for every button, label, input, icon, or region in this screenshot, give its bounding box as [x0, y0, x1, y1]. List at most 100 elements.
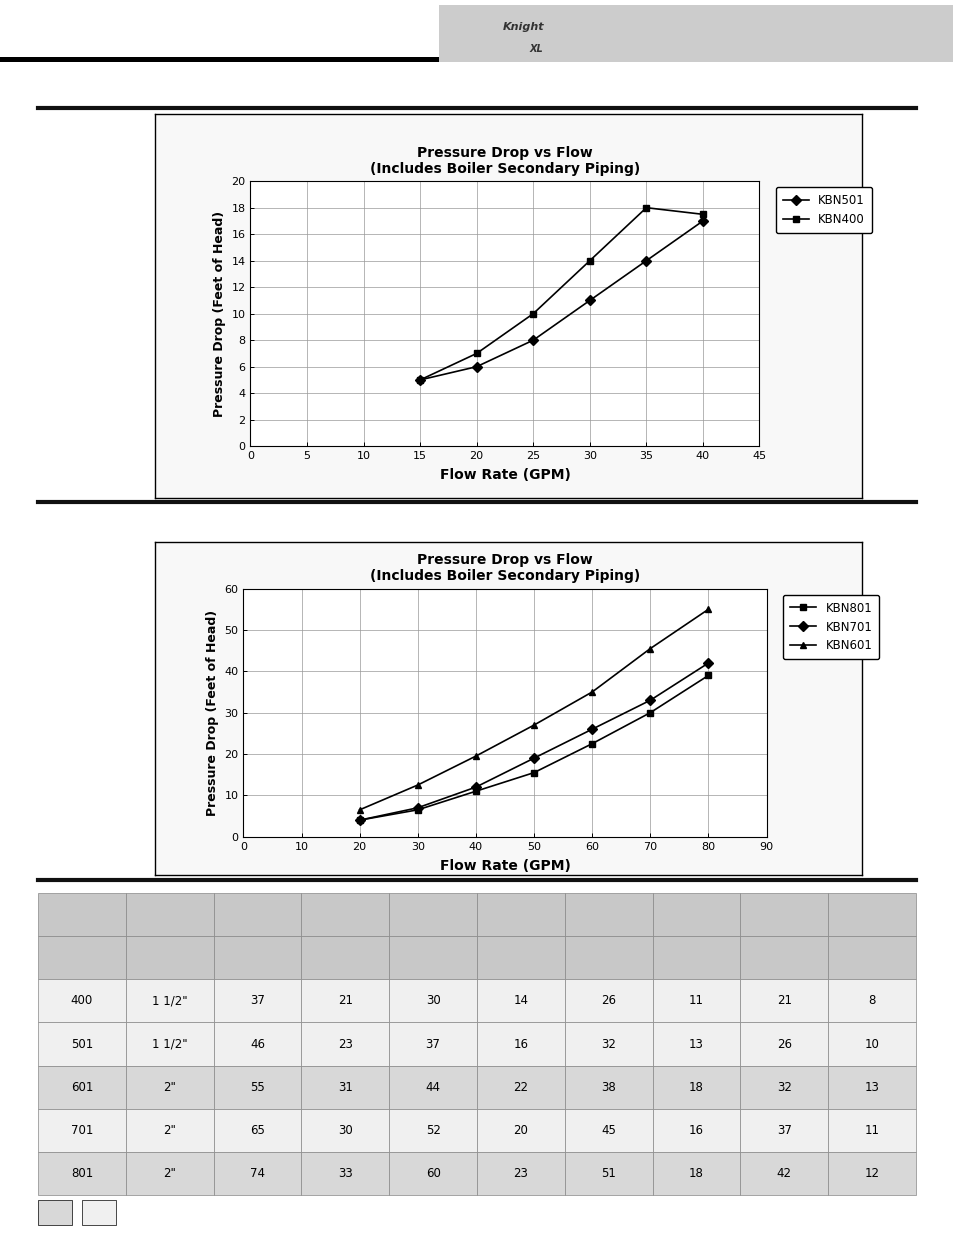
Bar [38, 1023, 126, 1066]
Text: 30: 30 [425, 994, 440, 1008]
Bar [213, 1109, 301, 1152]
Bar [126, 1066, 213, 1109]
Bar [476, 1023, 564, 1066]
Legend: KBN501, KBN400: KBN501, KBN400 [775, 188, 871, 233]
Text: 51: 51 [600, 1167, 616, 1179]
Text: 400: 400 [71, 994, 93, 1008]
Bar [740, 893, 827, 936]
Bar [301, 1152, 389, 1195]
Text: 42: 42 [776, 1167, 791, 1179]
Text: 1 1/2": 1 1/2" [152, 994, 188, 1008]
Bar [213, 1066, 301, 1109]
Title: Pressure Drop vs Flow
(Includes Boiler Secondary Piping): Pressure Drop vs Flow (Includes Boiler S… [370, 146, 639, 175]
Text: 20: 20 [513, 1124, 528, 1136]
Bar [827, 1109, 915, 1152]
Bar [564, 979, 652, 1023]
Bar [740, 936, 827, 979]
Bar [652, 979, 740, 1023]
Bar [38, 979, 126, 1023]
Bar [126, 1023, 213, 1066]
Bar [827, 936, 915, 979]
Text: XL: XL [529, 44, 542, 54]
Bar [301, 893, 389, 936]
Bar [476, 979, 564, 1023]
Bar [652, 1023, 740, 1066]
Bar [389, 893, 476, 936]
Bar [652, 1109, 740, 1152]
Bar [389, 1109, 476, 1152]
Text: 21: 21 [776, 994, 791, 1008]
Text: 74: 74 [250, 1167, 265, 1179]
Text: 11: 11 [863, 1124, 879, 1136]
Text: 45: 45 [600, 1124, 616, 1136]
Text: 38: 38 [600, 1081, 616, 1094]
Text: 8: 8 [867, 994, 875, 1008]
Bar [827, 893, 915, 936]
Text: 32: 32 [600, 1037, 616, 1051]
Bar [564, 893, 652, 936]
Bar [301, 1066, 389, 1109]
Bar [38, 936, 126, 979]
Text: 2": 2" [163, 1167, 176, 1179]
Text: 23: 23 [337, 1037, 353, 1051]
Bar [740, 979, 827, 1023]
Text: 22: 22 [513, 1081, 528, 1094]
Bar [652, 893, 740, 936]
Bar [476, 1066, 564, 1109]
Bar [126, 936, 213, 979]
Text: 21: 21 [337, 994, 353, 1008]
Bar [564, 1109, 652, 1152]
Bar [389, 936, 476, 979]
Y-axis label: Pressure Drop (Feet of Head): Pressure Drop (Feet of Head) [206, 610, 218, 816]
Bar [38, 1109, 126, 1152]
Bar [38, 1152, 126, 1195]
Bar [740, 1023, 827, 1066]
Text: 16: 16 [513, 1037, 528, 1051]
Text: 601: 601 [71, 1081, 93, 1094]
Title: Pressure Drop vs Flow
(Includes Boiler Secondary Piping): Pressure Drop vs Flow (Includes Boiler S… [370, 553, 639, 583]
Text: 44: 44 [425, 1081, 440, 1094]
Bar [126, 1152, 213, 1195]
Bar [827, 1023, 915, 1066]
Bar [564, 936, 652, 979]
Text: 55: 55 [250, 1081, 265, 1094]
Bar [827, 1066, 915, 1109]
Text: 26: 26 [776, 1037, 791, 1051]
Bar [82, 1200, 115, 1225]
Text: 30: 30 [337, 1124, 353, 1136]
Text: 18: 18 [688, 1167, 703, 1179]
Text: 501: 501 [71, 1037, 93, 1051]
Text: 18: 18 [688, 1081, 703, 1094]
Bar [564, 1066, 652, 1109]
Text: 2": 2" [163, 1081, 176, 1094]
Text: 16: 16 [688, 1124, 703, 1136]
Text: 11: 11 [688, 994, 703, 1008]
Bar [564, 1152, 652, 1195]
Bar [827, 1152, 915, 1195]
Bar [476, 893, 564, 936]
Bar [38, 1066, 126, 1109]
Text: 801: 801 [71, 1167, 93, 1179]
Text: 10: 10 [863, 1037, 879, 1051]
Bar [213, 979, 301, 1023]
Bar [438, 5, 953, 62]
Bar [740, 1066, 827, 1109]
Text: 701: 701 [71, 1124, 93, 1136]
Bar [652, 1152, 740, 1195]
Bar [301, 1109, 389, 1152]
Text: 52: 52 [425, 1124, 440, 1136]
Text: 31: 31 [337, 1081, 353, 1094]
Text: 14: 14 [513, 994, 528, 1008]
Bar [476, 1109, 564, 1152]
Legend: KBN801, KBN701, KBN601: KBN801, KBN701, KBN601 [782, 594, 879, 659]
Bar [38, 1200, 71, 1225]
Text: 13: 13 [688, 1037, 703, 1051]
Bar [389, 1023, 476, 1066]
Text: 37: 37 [776, 1124, 791, 1136]
Text: 1 1/2": 1 1/2" [152, 1037, 188, 1051]
Bar [827, 979, 915, 1023]
Text: Knight: Knight [502, 22, 544, 32]
Bar [389, 1066, 476, 1109]
Bar [389, 979, 476, 1023]
Bar [301, 979, 389, 1023]
